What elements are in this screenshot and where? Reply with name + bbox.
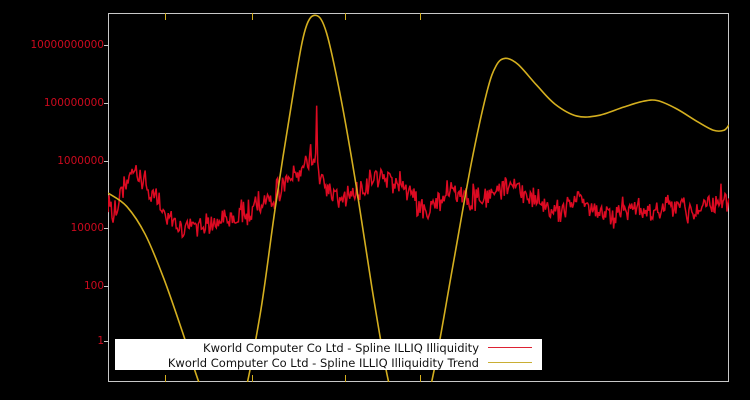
y-axis-tick-label: 10000: [70, 222, 104, 234]
x-axis-tick-mark: [420, 375, 421, 382]
legend-swatch-illiquidity: [488, 347, 532, 348]
x-axis-tick-mark: [165, 375, 166, 382]
x-axis-tick-mark: [252, 13, 253, 20]
x-axis-tick-mark: [420, 13, 421, 20]
y-axis-tick-label: 100: [83, 280, 104, 292]
legend-label-illiquidity: Kworld Computer Co Ltd - Spline ILLIQ Il…: [203, 340, 479, 355]
series-line-illiquidity: [108, 105, 729, 239]
series-line-trend: [108, 14, 729, 382]
legend-swatch-trend: [488, 362, 532, 363]
y-axis-tick-label: 10000000000: [30, 39, 105, 51]
y-axis-tick-label: 100000000: [43, 97, 104, 109]
legend-entry-illiquidity: Kworld Computer Co Ltd - Spline ILLIQ Il…: [115, 340, 542, 355]
plot-area-frame: [108, 13, 729, 382]
y-axis-tick-label: 1: [97, 335, 104, 347]
chart-canvas: [108, 14, 729, 382]
y-axis-tick-label: 1000000: [57, 155, 104, 167]
x-axis-tick-mark: [345, 13, 346, 20]
legend-label-trend: Kworld Computer Co Ltd - Spline ILLIQ Il…: [167, 355, 479, 370]
x-axis-tick-mark: [345, 375, 346, 382]
x-axis-tick-mark: [252, 375, 253, 382]
x-axis-tick-mark: [165, 13, 166, 20]
legend-entry-trend: Kworld Computer Co Ltd - Spline ILLIQ Il…: [115, 355, 542, 370]
chart-legend: Kworld Computer Co Ltd - Spline ILLIQ Il…: [115, 339, 542, 370]
